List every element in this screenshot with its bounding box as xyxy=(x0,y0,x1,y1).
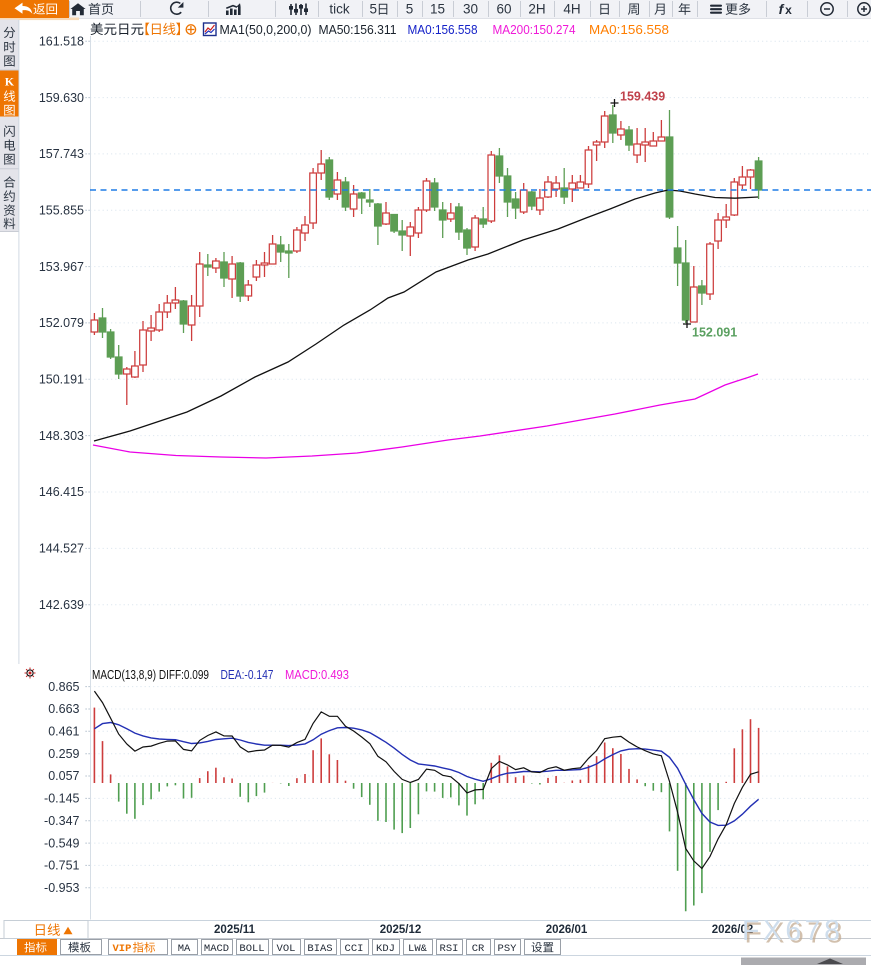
svg-text:VOL: VOL xyxy=(277,943,296,955)
svg-text:-0.953: -0.953 xyxy=(44,881,79,895)
svg-text:MA0:156.558: MA0:156.558 xyxy=(589,22,669,37)
svg-text:159.439: 159.439 xyxy=(620,90,665,104)
svg-text:-0.347: -0.347 xyxy=(44,814,79,828)
svg-text:CCI: CCI xyxy=(345,943,364,955)
svg-text:2026/01: 2026/01 xyxy=(546,924,588,936)
svg-text:FX678: FX678 xyxy=(742,915,840,947)
svg-text:0.461: 0.461 xyxy=(48,725,79,739)
svg-text:tick: tick xyxy=(329,2,350,17)
svg-text:155.855: 155.855 xyxy=(39,203,84,217)
svg-text:144.527: 144.527 xyxy=(39,542,84,556)
svg-text:MACD:0.493: MACD:0.493 xyxy=(285,668,349,682)
svg-text:BOLL: BOLL xyxy=(239,943,264,955)
svg-text:153.967: 153.967 xyxy=(39,260,84,274)
svg-text:MACD: MACD xyxy=(204,943,229,955)
svg-text:K: K xyxy=(5,75,15,89)
svg-text:142.639: 142.639 xyxy=(39,598,84,612)
svg-text:0.259: 0.259 xyxy=(48,747,79,761)
svg-text:2025/12: 2025/12 xyxy=(380,924,422,936)
svg-text:PSY: PSY xyxy=(498,943,518,955)
svg-text:5: 5 xyxy=(406,2,414,17)
svg-text:0.663: 0.663 xyxy=(48,702,79,716)
svg-text:-0.549: -0.549 xyxy=(44,836,79,850)
svg-text:CR: CR xyxy=(472,943,485,955)
svg-text:4H: 4H xyxy=(563,2,580,17)
svg-text:f: f xyxy=(779,1,785,17)
svg-text:KDJ: KDJ xyxy=(376,943,395,955)
svg-text:VIP: VIP xyxy=(113,943,132,955)
svg-text:LW&: LW& xyxy=(408,943,428,955)
svg-text:BIAS: BIAS xyxy=(307,943,332,955)
svg-text:MACD(13,8,9) DIFF:0.099: MACD(13,8,9) DIFF:0.099 xyxy=(92,668,209,682)
svg-text:2026/02: 2026/02 xyxy=(712,924,754,936)
svg-text:2H: 2H xyxy=(528,2,545,17)
svg-text:159.630: 159.630 xyxy=(39,91,84,105)
svg-text:MA50:156.311: MA50:156.311 xyxy=(319,22,397,37)
svg-text:148.303: 148.303 xyxy=(39,429,84,443)
svg-text:0.057: 0.057 xyxy=(48,769,79,783)
svg-text:152.079: 152.079 xyxy=(39,316,84,330)
svg-text:MA200:150.274: MA200:150.274 xyxy=(493,22,576,37)
svg-text:MA: MA xyxy=(178,943,191,955)
svg-text:x: x xyxy=(785,3,792,17)
svg-text:FX678: FX678 xyxy=(745,917,843,949)
svg-text:157.743: 157.743 xyxy=(39,147,84,161)
svg-text:DEA:-0.147: DEA:-0.147 xyxy=(221,668,274,682)
svg-text:60: 60 xyxy=(496,2,511,17)
svg-text:15: 15 xyxy=(430,2,445,17)
svg-text:5: 5 xyxy=(370,2,378,17)
svg-text:-0.145: -0.145 xyxy=(44,792,79,806)
svg-text:161.518: 161.518 xyxy=(39,34,84,48)
svg-text:30: 30 xyxy=(463,2,478,17)
svg-text:MA0:156.558: MA0:156.558 xyxy=(408,22,478,37)
svg-text:146.415: 146.415 xyxy=(39,485,84,499)
svg-text:2025/11: 2025/11 xyxy=(214,924,256,936)
svg-text:152.091: 152.091 xyxy=(692,326,737,340)
svg-text:0.865: 0.865 xyxy=(48,680,79,694)
svg-text:150.191: 150.191 xyxy=(39,373,84,387)
svg-text:RSI: RSI xyxy=(440,943,459,955)
svg-text:-0.751: -0.751 xyxy=(44,859,79,873)
svg-text:MA1(50,0,200,0): MA1(50,0,200,0) xyxy=(220,22,312,37)
